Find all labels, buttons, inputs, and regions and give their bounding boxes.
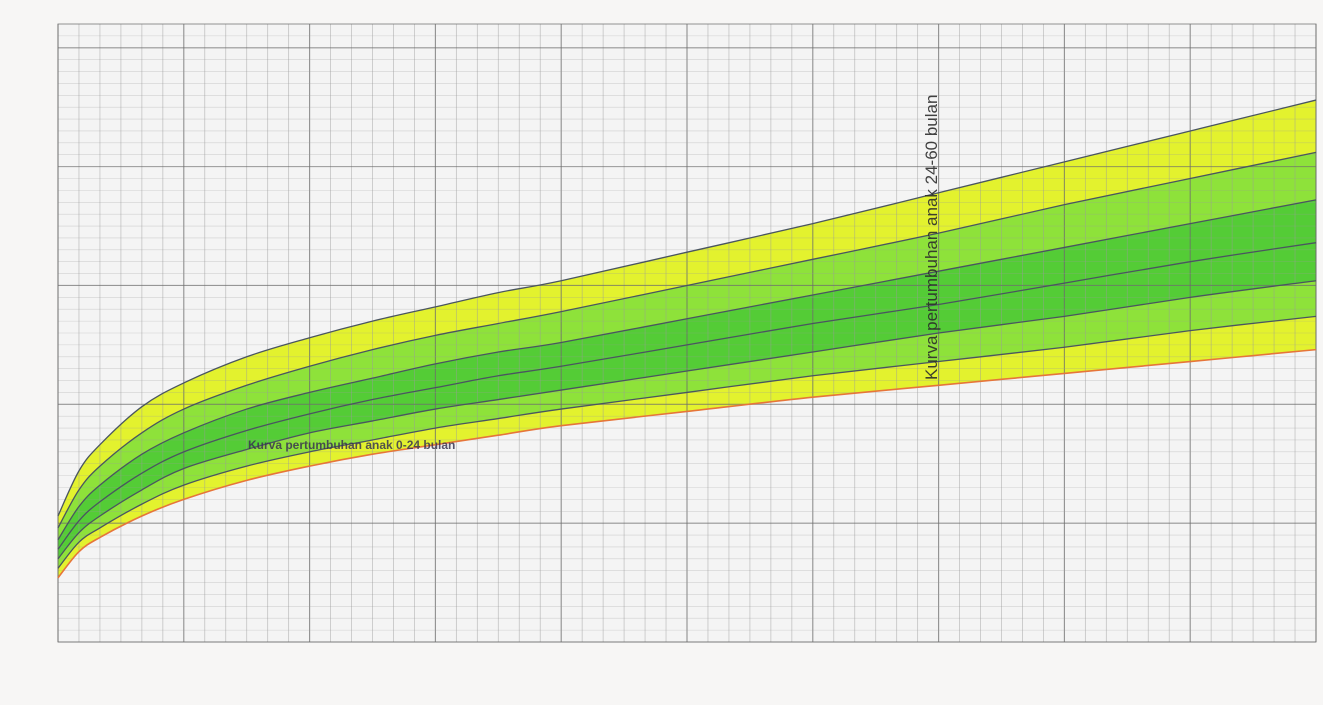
growth-curve-4: [57, 280, 1317, 560]
grid-layer: [57, 23, 1317, 643]
lines-layer: [57, 99, 1317, 579]
growth-curve-1: [57, 151, 1317, 529]
plot-frame: [57, 23, 1317, 643]
growth-curve-0: [57, 99, 1317, 517]
growth-curve-5: [57, 315, 1317, 569]
growth-curve-6: [57, 348, 1317, 579]
growth-curve-2: [57, 199, 1317, 541]
growth-curve-3: [57, 242, 1317, 550]
annotation-0-24-months: Kurva pertumbuhan anak 0-24 bulan: [248, 438, 455, 452]
annotation-24-60-months: Kurva pertumbuhan anak 24-60 bulan: [922, 95, 941, 380]
